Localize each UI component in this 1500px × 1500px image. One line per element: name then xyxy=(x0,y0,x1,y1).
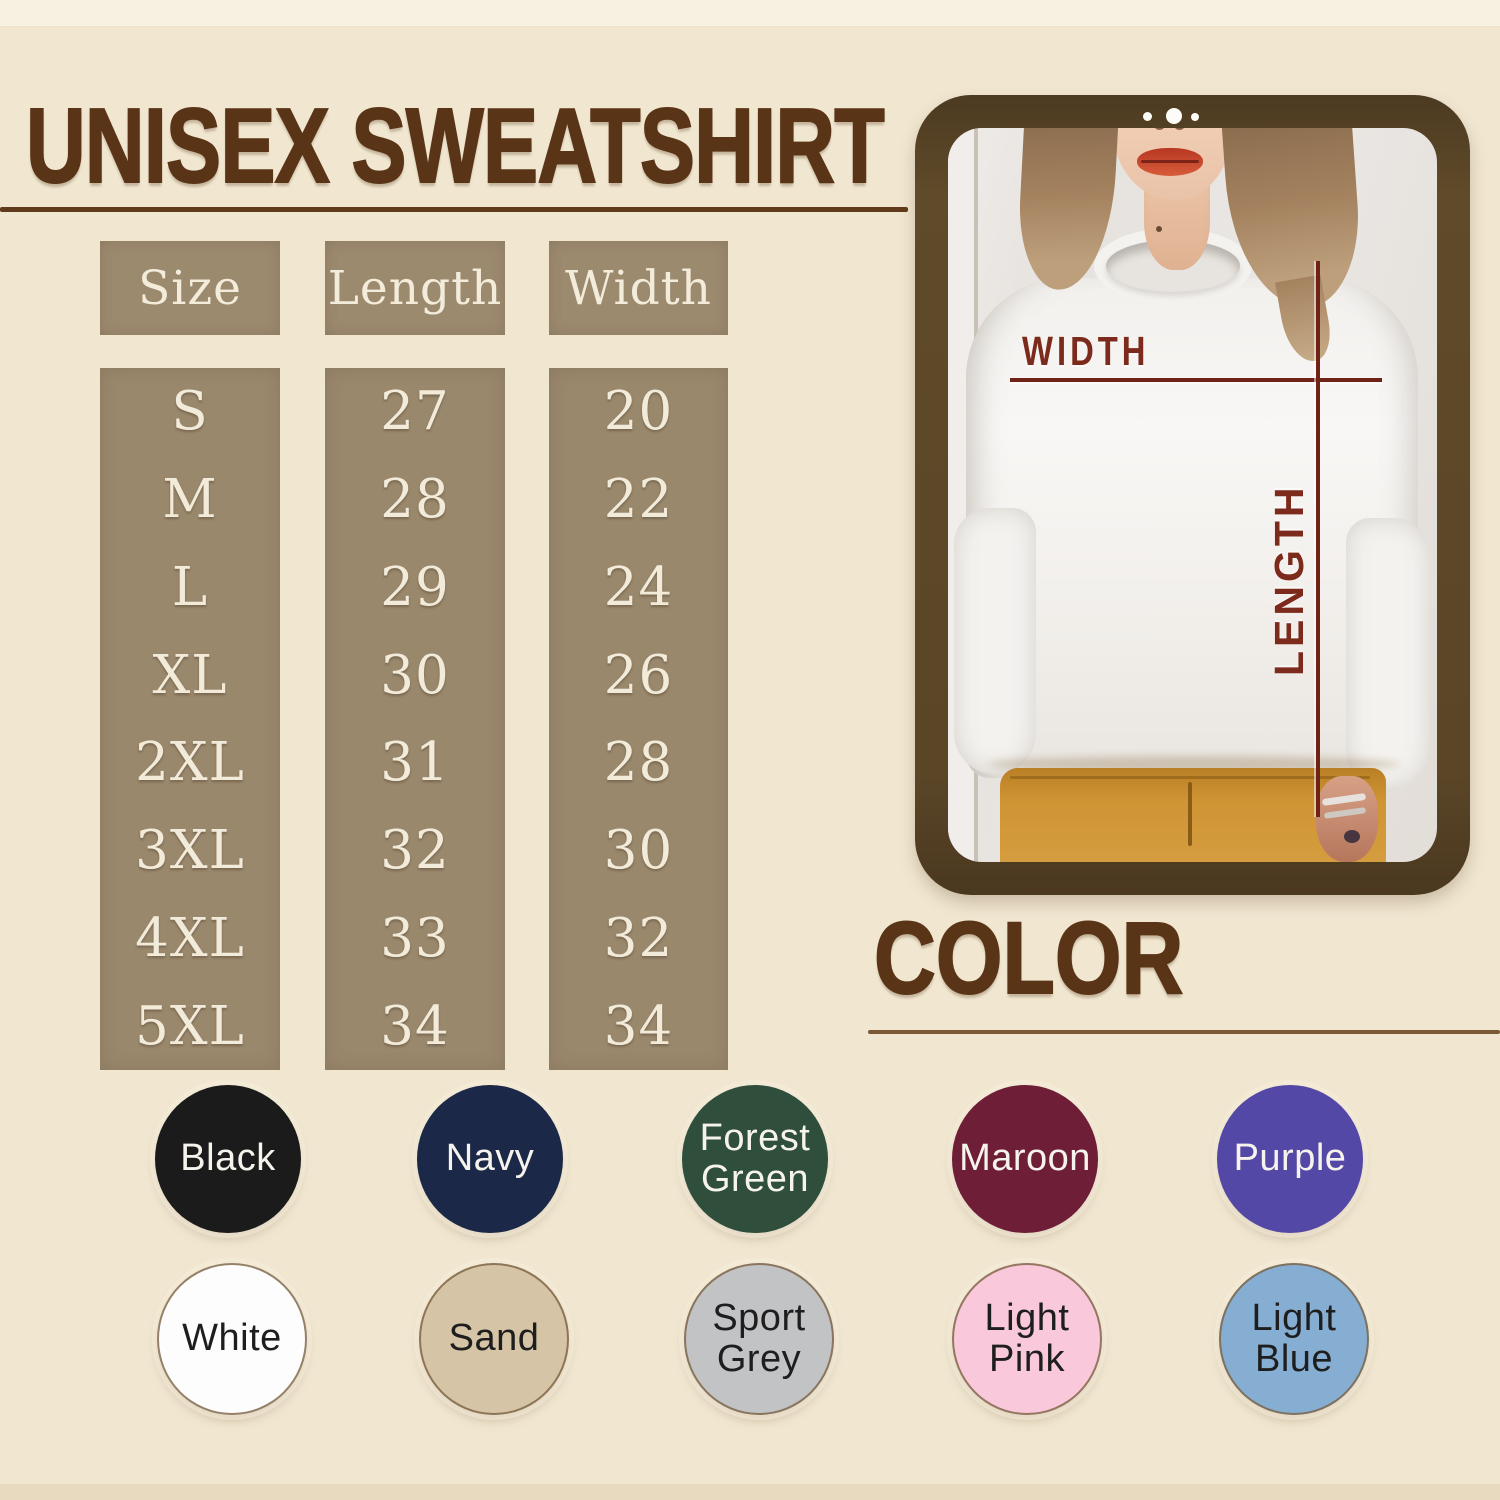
length-cell: 34 xyxy=(380,995,450,1057)
mole xyxy=(1156,226,1162,232)
color-swatch-light-pink: Light Pink xyxy=(952,1263,1102,1415)
width-cell: 32 xyxy=(603,907,674,969)
title-underline xyxy=(0,207,908,212)
swatch-label: Sport Grey xyxy=(712,1296,806,1380)
sweatshirt-sleeve xyxy=(954,508,1036,774)
swatch-label: Sand xyxy=(448,1317,540,1360)
size-column: S M L XL 2XL 3XL 4XL 5XL xyxy=(100,368,280,1070)
length-cell: 27 xyxy=(380,381,450,443)
size-column-header: Size xyxy=(100,241,280,335)
nostril xyxy=(1175,128,1184,130)
size-cell: XL xyxy=(152,644,228,706)
fingernail xyxy=(1344,830,1360,843)
length-cell: 29 xyxy=(380,556,450,618)
waist-seam xyxy=(1010,776,1370,779)
swatch-label: Navy xyxy=(445,1137,535,1180)
product-photo-frame: WIDTH LENGTH xyxy=(915,95,1470,895)
color-swatch-navy: Navy xyxy=(417,1085,563,1233)
length-measure-line xyxy=(1316,261,1320,817)
length-cell: 33 xyxy=(380,907,450,969)
color-swatch-sand: Sand xyxy=(419,1263,569,1415)
camera-dot-icon xyxy=(1143,112,1152,121)
mouth-line xyxy=(1141,160,1199,163)
width-cell: 30 xyxy=(603,820,674,882)
width-measure-line xyxy=(1010,378,1382,382)
color-swatch-white: White xyxy=(157,1263,307,1415)
size-cell: 3XL xyxy=(135,820,245,882)
size-cell: 4XL xyxy=(135,907,245,969)
sweatshirt-torso xyxy=(966,278,1418,778)
size-cell: 2XL xyxy=(135,732,245,794)
color-swatch-forest-green: Forest Green xyxy=(682,1085,828,1233)
width-header-label: Width xyxy=(565,260,712,316)
size-cell: M xyxy=(162,469,218,531)
width-cell: 22 xyxy=(603,469,674,531)
color-section-heading: COLOR xyxy=(873,900,1184,1016)
length-cell: 28 xyxy=(380,469,450,531)
length-cell: 32 xyxy=(380,820,450,882)
swatch-label: Black xyxy=(180,1137,276,1180)
swatch-label: Light Blue xyxy=(1251,1296,1337,1380)
length-header-label: Length xyxy=(327,260,503,316)
length-measure-label: LENGTH xyxy=(1266,483,1312,676)
width-cell: 28 xyxy=(603,732,674,794)
width-column-header: Width xyxy=(549,241,728,335)
length-column: 27 28 29 30 31 32 33 34 xyxy=(325,368,505,1070)
product-photo: WIDTH LENGTH xyxy=(948,128,1437,862)
length-cell: 31 xyxy=(380,732,450,794)
model-face xyxy=(1113,128,1231,200)
model-hair-left xyxy=(1015,128,1119,293)
sweatshirt-sleeve xyxy=(1346,518,1430,790)
size-cell: 5XL xyxy=(135,995,245,1057)
ring xyxy=(1323,807,1367,819)
swatch-label: Light Pink xyxy=(984,1296,1070,1380)
width-cell: 24 xyxy=(603,556,674,618)
camera-dot-icon xyxy=(1191,113,1199,121)
swatch-label: White xyxy=(182,1317,282,1360)
color-swatch-light-blue: Light Blue xyxy=(1219,1263,1369,1415)
swatch-label: Purple xyxy=(1233,1137,1347,1180)
length-cell: 30 xyxy=(380,644,450,706)
model-lips xyxy=(1137,148,1203,176)
color-swatch-black: Black xyxy=(155,1085,301,1233)
nostril xyxy=(1155,128,1164,130)
width-measure-label: WIDTH xyxy=(1022,328,1150,374)
width-cell: 26 xyxy=(603,644,674,706)
swatch-label: Forest Green xyxy=(699,1116,811,1200)
length-column-header: Length xyxy=(325,241,505,335)
size-cell: S xyxy=(171,381,209,443)
size-header-label: Size xyxy=(138,260,242,316)
ring xyxy=(1321,792,1367,807)
width-cell: 34 xyxy=(603,995,674,1057)
zipper-fly xyxy=(1188,782,1192,846)
camera-dot-icon xyxy=(1166,108,1182,124)
size-cell: L xyxy=(171,556,209,618)
color-swatch-maroon: Maroon xyxy=(952,1085,1098,1233)
model-hand xyxy=(1316,776,1378,862)
color-swatch-purple: Purple xyxy=(1217,1085,1363,1233)
swatch-label: Maroon xyxy=(959,1137,1091,1180)
color-section-underline xyxy=(868,1030,1500,1034)
width-cell: 20 xyxy=(603,381,674,443)
page-title: UNISEX SWEATSHIRT xyxy=(25,86,885,206)
color-swatch-sport-grey: Sport Grey xyxy=(684,1263,834,1415)
width-column: 20 22 24 26 28 30 32 34 xyxy=(549,368,728,1070)
